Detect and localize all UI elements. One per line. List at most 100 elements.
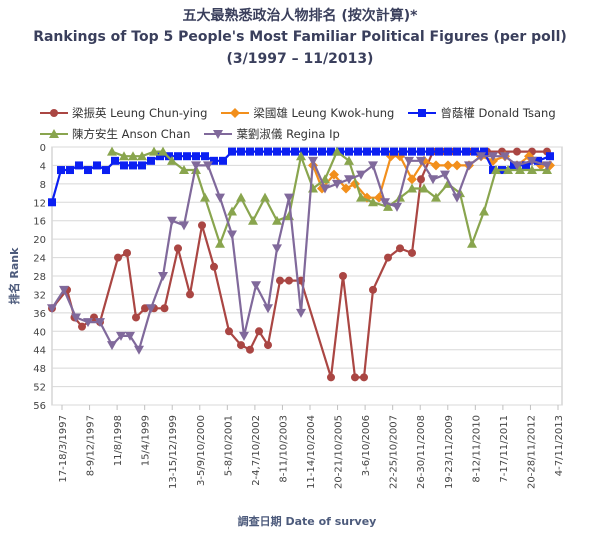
- data-point: [435, 147, 443, 156]
- data-point: [134, 345, 144, 355]
- legend-item-donald-tsang[interactable]: 曾蔭權 Donald Tsang: [408, 105, 556, 121]
- data-point: [476, 152, 486, 162]
- data-point: [336, 147, 344, 156]
- x-tick-label: 8-9/12/1997: [86, 415, 97, 476]
- data-point: [392, 202, 402, 212]
- data-point: [480, 147, 488, 156]
- data-point: [356, 170, 366, 180]
- data-point: [408, 147, 416, 156]
- data-point: [179, 221, 189, 231]
- legend-label: 梁振英 Leung Chun-ying: [72, 105, 208, 120]
- data-point: [368, 197, 378, 207]
- data-point: [399, 147, 407, 156]
- data-point: [167, 155, 177, 165]
- legend-item-anson-chan[interactable]: 陳方安生 Anson Chan: [40, 126, 190, 142]
- data-point: [129, 161, 137, 170]
- data-point: [200, 192, 210, 202]
- legend: 梁振英 Leung Chun-ying 梁國雄 Leung Kwok-hung …: [40, 102, 580, 144]
- data-point: [344, 175, 354, 185]
- data-point: [149, 146, 159, 156]
- data-point: [146, 304, 156, 314]
- data-point: [246, 147, 254, 156]
- y-tick-label: 32: [33, 290, 46, 301]
- data-point: [179, 165, 189, 175]
- data-point: [251, 281, 261, 291]
- data-point: [260, 192, 270, 202]
- data-point: [123, 248, 131, 257]
- data-point: [120, 161, 128, 170]
- legend-row-1: 梁振英 Leung Chun-ying 梁國雄 Leung Kwok-hung …: [40, 102, 580, 123]
- legend-label: 曾蔭權 Donald Tsang: [440, 105, 556, 120]
- y-tick-label: 4: [40, 161, 46, 172]
- legend-item-leung-chun-ying[interactable]: 梁振英 Leung Chun-ying: [40, 105, 207, 121]
- data-point: [201, 152, 209, 161]
- data-point: [390, 147, 398, 156]
- legend-item-leung-kwok-hung[interactable]: 梁國雄 Leung Kwok-hung: [221, 105, 394, 121]
- data-point: [158, 146, 168, 156]
- data-point: [219, 156, 227, 165]
- y-tick-label: 28: [33, 272, 46, 283]
- data-point: [500, 152, 510, 162]
- data-point: [57, 166, 65, 175]
- x-tick-label: 3-6/10/2006: [361, 415, 372, 476]
- data-point: [318, 147, 326, 156]
- legend-label: 陳方安生 Anson Chan: [72, 126, 191, 141]
- legend-item-regina-ip[interactable]: 葉劉淑儀 Regina Ip: [204, 126, 340, 142]
- legend-marker-triangle-icon: [40, 128, 68, 138]
- data-point: [160, 304, 169, 313]
- data-point: [369, 285, 377, 294]
- data-point: [522, 161, 530, 170]
- data-point: [183, 152, 191, 161]
- data-point: [329, 169, 339, 180]
- data-point: [156, 152, 164, 161]
- data-point: [396, 244, 404, 253]
- data-point: [203, 161, 213, 171]
- data-point: [503, 165, 513, 175]
- legend-row-2: 陳方安生 Anson Chan 葉劉淑儀 Regina Ip: [40, 123, 580, 144]
- data-point: [360, 373, 368, 382]
- x-tick-label: 3-5/9/10/2000: [196, 415, 207, 486]
- data-point: [513, 147, 521, 156]
- data-point: [174, 244, 182, 253]
- data-point: [320, 184, 330, 194]
- data-point: [227, 230, 237, 240]
- data-point: [119, 151, 129, 161]
- chart-titles: 五大最熟悉政治人物排名 (按次計算)* Rankings of Top 5 Pe…: [0, 6, 600, 70]
- x-tick-label: 11/8/1998: [113, 415, 124, 466]
- data-point: [236, 192, 246, 202]
- data-point: [116, 331, 126, 341]
- y-axis-title: 排名 Rank: [7, 247, 21, 305]
- x-tick-label: 4-7/11/2013: [554, 415, 565, 476]
- data-point: [141, 304, 149, 313]
- data-point: [147, 156, 155, 165]
- data-point: [59, 285, 69, 295]
- data-point: [368, 161, 378, 171]
- data-point: [276, 276, 284, 285]
- data-point: [273, 147, 281, 156]
- y-tick-label: 44: [33, 346, 46, 357]
- data-point: [284, 193, 294, 203]
- legend-marker-diamond-icon: [221, 107, 250, 118]
- data-point: [407, 174, 417, 185]
- data-point: [248, 215, 258, 225]
- data-point: [428, 175, 438, 185]
- data-point: [272, 215, 282, 225]
- data-point: [467, 238, 477, 248]
- y-tick-label: 20: [33, 235, 46, 246]
- data-point: [215, 238, 225, 248]
- data-point: [237, 147, 245, 156]
- data-point: [431, 160, 441, 171]
- x-tick-label: 2-4,7/10/2002: [251, 415, 262, 486]
- data-point: [384, 253, 392, 262]
- data-point: [84, 166, 92, 175]
- data-point: [83, 318, 93, 328]
- legend-marker-triangle-down-icon: [204, 129, 233, 139]
- y-tick-label: 36: [33, 309, 46, 320]
- data-point: [426, 147, 434, 156]
- data-point: [138, 161, 146, 170]
- x-tick-label: 19-23/11/2009: [444, 415, 455, 489]
- data-point: [300, 147, 308, 156]
- data-point: [296, 151, 306, 161]
- data-point: [192, 152, 200, 161]
- data-point: [452, 160, 462, 171]
